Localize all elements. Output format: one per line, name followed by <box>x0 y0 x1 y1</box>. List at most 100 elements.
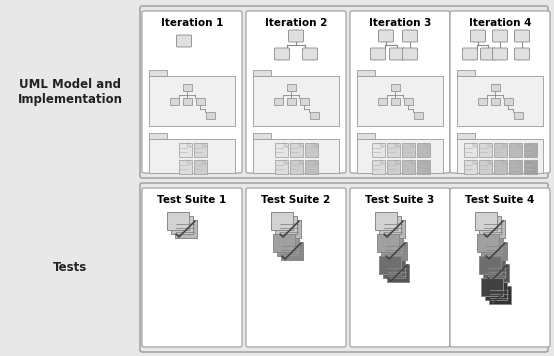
FancyBboxPatch shape <box>350 188 450 347</box>
Bar <box>149 70 167 76</box>
Bar <box>387 264 409 282</box>
Bar <box>483 220 505 238</box>
Bar <box>286 84 295 91</box>
Bar <box>357 70 375 76</box>
FancyBboxPatch shape <box>389 48 404 60</box>
Bar <box>273 234 295 252</box>
FancyBboxPatch shape <box>246 11 346 173</box>
FancyBboxPatch shape <box>142 11 242 173</box>
Text: Test Suite 2: Test Suite 2 <box>261 195 331 205</box>
Bar <box>457 133 475 139</box>
FancyBboxPatch shape <box>463 48 478 60</box>
Bar <box>402 143 414 157</box>
FancyBboxPatch shape <box>140 6 548 178</box>
Bar <box>475 212 497 230</box>
Bar <box>275 143 288 157</box>
Bar <box>377 98 387 105</box>
Bar <box>305 143 318 157</box>
FancyBboxPatch shape <box>450 188 550 347</box>
Bar <box>149 76 235 126</box>
Bar <box>196 98 204 105</box>
Bar <box>167 212 189 230</box>
Bar <box>489 286 511 304</box>
FancyBboxPatch shape <box>289 30 304 42</box>
FancyBboxPatch shape <box>302 48 317 60</box>
Text: Iteration 1: Iteration 1 <box>161 18 223 28</box>
Bar <box>290 143 303 157</box>
Bar <box>182 98 192 105</box>
Bar <box>253 139 339 173</box>
Text: Iteration 4: Iteration 4 <box>469 18 531 28</box>
FancyBboxPatch shape <box>350 11 450 173</box>
Bar <box>178 143 192 157</box>
FancyBboxPatch shape <box>403 48 418 60</box>
Bar <box>385 242 407 260</box>
Bar <box>387 143 399 157</box>
Bar <box>281 242 303 260</box>
Bar <box>477 234 499 252</box>
Bar <box>417 143 429 157</box>
Bar <box>483 260 505 278</box>
Bar <box>402 160 414 174</box>
Bar <box>277 238 299 256</box>
Bar <box>253 133 271 139</box>
Bar <box>377 234 399 252</box>
Bar <box>375 212 397 230</box>
FancyBboxPatch shape <box>378 30 393 42</box>
Bar <box>387 160 399 174</box>
Text: Iteration 2: Iteration 2 <box>265 18 327 28</box>
Bar <box>271 212 293 230</box>
Bar <box>170 98 178 105</box>
Bar <box>391 84 399 91</box>
Bar <box>504 98 512 105</box>
Bar <box>193 160 207 174</box>
Bar <box>509 143 522 157</box>
Bar <box>524 143 537 157</box>
Bar <box>464 143 477 157</box>
Bar <box>310 112 319 119</box>
Text: Test Suite 3: Test Suite 3 <box>366 195 435 205</box>
Bar <box>372 143 384 157</box>
Bar <box>464 160 477 174</box>
Bar <box>494 160 507 174</box>
FancyBboxPatch shape <box>246 188 346 347</box>
Bar <box>149 133 167 139</box>
FancyBboxPatch shape <box>177 35 192 47</box>
Bar <box>485 282 507 300</box>
FancyBboxPatch shape <box>274 48 290 60</box>
Text: UML Model and
Implementation: UML Model and Implementation <box>18 78 122 106</box>
Bar <box>479 216 501 234</box>
Text: Test Suite 1: Test Suite 1 <box>157 195 227 205</box>
Bar <box>514 112 522 119</box>
Bar <box>206 112 214 119</box>
Bar <box>357 76 443 126</box>
Bar <box>379 256 401 274</box>
Bar <box>457 70 475 76</box>
Bar <box>481 278 503 296</box>
Bar <box>253 76 339 126</box>
Bar <box>383 220 405 238</box>
Bar <box>178 160 192 174</box>
Bar <box>417 160 429 174</box>
Bar <box>490 98 500 105</box>
Bar <box>524 160 537 174</box>
Text: Test Suite 4: Test Suite 4 <box>465 195 535 205</box>
Bar <box>479 160 492 174</box>
Bar <box>479 143 492 157</box>
Bar <box>413 112 423 119</box>
Bar <box>193 143 207 157</box>
Bar <box>479 256 501 274</box>
Bar <box>357 139 443 173</box>
FancyBboxPatch shape <box>493 48 507 60</box>
Bar <box>379 216 401 234</box>
Bar <box>171 216 193 234</box>
FancyBboxPatch shape <box>142 188 242 347</box>
Bar <box>274 98 283 105</box>
Text: Iteration 3: Iteration 3 <box>369 18 431 28</box>
FancyBboxPatch shape <box>371 48 386 60</box>
Bar <box>478 98 486 105</box>
Bar <box>494 143 507 157</box>
Bar <box>300 98 309 105</box>
Bar <box>275 216 297 234</box>
Bar <box>457 139 543 173</box>
